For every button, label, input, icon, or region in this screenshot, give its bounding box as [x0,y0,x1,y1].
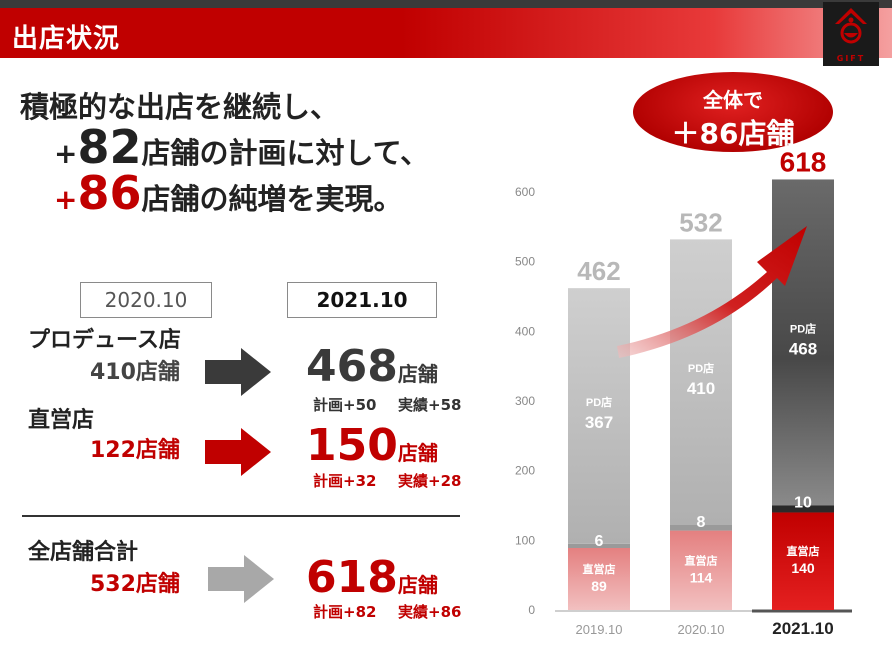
store-count-chart: 0 100 200 300 400 500 600 直営店 89 6 PD店 367 462 2019.1… [515,146,852,638]
page-title: 出店状況 [12,24,121,54]
current-count-number: 150 [306,420,398,471]
current-count-total: 618店舗 [306,556,438,600]
bar-segment-other [568,543,630,548]
headline-line-3-text: 店舗の純増を実現。 [141,182,403,216]
date-label-current: 2021.10 [287,282,437,318]
arrow-right-icon [205,348,271,396]
headline-actual-number: 86 [77,166,142,220]
headline-line-2: +82店舗の計画に対して、 [54,120,429,174]
current-count-number: 618 [306,552,398,603]
x-tick-label: 2020.10 [678,622,725,637]
data-label-other: 8 [697,514,706,531]
bar-segment-other [670,525,732,531]
arrow-right-icon [205,428,271,476]
current-count-produce: 468店舗 [306,345,438,389]
plan-note-produce: 計画+50 [313,396,377,414]
total-label: 618 [780,146,827,177]
bar-segment-direct [670,530,732,610]
current-count-unit: 店舗 [397,573,438,597]
data-label-direct: 114 [690,569,713,585]
total-increase-callout: 全体で ＋86店舗 [633,72,833,152]
data-label-direct: 140 [791,560,815,576]
headline-line-3: +86店舗の純増を実現。 [54,166,403,220]
header-bar: 出店状況 [0,8,892,58]
y-tick-label: 200 [515,464,535,478]
actual-note-direct: 実績+28 [398,472,462,490]
current-count-direct: 150店舗 [306,424,438,468]
callout-line-2: ＋86店舗 [671,117,795,150]
x-tick-label: 2021.10 [772,619,833,638]
series-label-pd: PD店 [688,361,714,375]
arrow-right-icon [208,555,274,603]
data-label-pd: 468 [789,339,817,358]
bar-segment-direct [772,512,834,610]
current-count-unit: 店舗 [397,362,438,386]
series-label-direct: 直営店 [787,544,820,558]
previous-count-direct: 122店舗 [90,438,180,463]
total-label: 462 [577,256,620,286]
total-label: 532 [679,207,722,237]
current-count-number: 468 [306,341,398,392]
current-count-unit: 店舗 [397,441,438,465]
plan-note-direct: 計画+32 [313,472,377,490]
company-logo: GIFT [823,2,879,66]
category-label-total: 全店舗合計 [28,540,139,565]
series-label-direct: 直営店 [583,562,616,576]
bar-segment-other [772,505,834,513]
date-label-previous: 2020.10 [80,282,212,318]
actual-note-produce: 実績+58 [398,396,462,414]
y-tick-label: 300 [515,394,535,408]
bar-segment-direct [568,547,630,610]
data-label-direct: 89 [591,578,607,594]
y-tick-label: 600 [515,185,535,199]
category-label-produce: プロデュース店 [28,328,181,353]
data-label-other: 10 [794,495,812,512]
divider-line [22,515,460,517]
logo-emblem-icon [835,8,867,44]
x-tick-label: 2019.10 [576,622,623,637]
series-label-pd: PD店 [790,321,816,335]
logo-text: GIFT [836,54,866,63]
headline-line-1: 積極的な出店を継続し、 [20,90,340,124]
headline-planned-number: 82 [77,120,142,174]
previous-count-produce: 410店舗 [90,360,180,385]
headline-plus-sign: + [54,137,78,170]
series-label-pd: PD店 [586,395,612,409]
growth-arrow-icon [617,226,807,358]
top-bar [0,0,892,8]
y-tick-label: 0 [528,603,535,617]
data-label-other: 6 [595,533,604,550]
bar-segment-pd [568,288,630,544]
category-label-direct: 直営店 [28,408,95,433]
data-label-pd: 410 [687,379,715,398]
y-tick-label: 500 [515,255,535,269]
previous-count-total: 532店舗 [90,572,180,597]
headline-line-2-text: 店舗の計画に対して、 [141,136,430,170]
plan-note-total: 計画+82 [313,603,377,621]
bar-segment-pd [670,239,732,526]
headline-plus-sign: + [54,183,78,216]
actual-note-total: 実績+86 [398,603,462,621]
y-tick-label: 100 [515,533,535,547]
y-tick-label: 400 [515,324,535,338]
data-label-pd: 367 [585,413,613,432]
callout-line-1: 全体で [703,88,763,112]
series-label-direct: 直営店 [685,553,718,567]
